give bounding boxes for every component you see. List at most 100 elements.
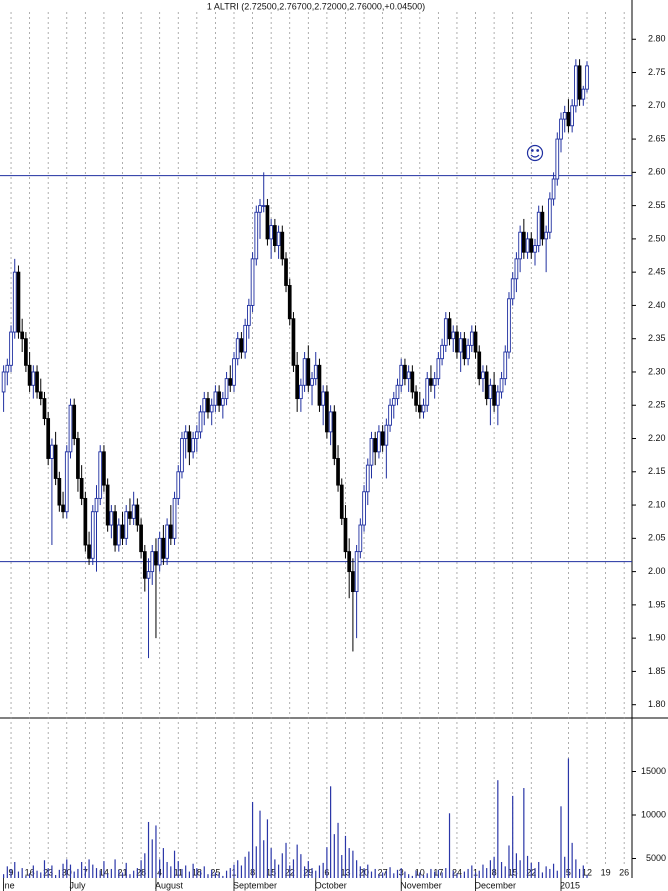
- candle-body: [403, 364, 407, 380]
- x-tick-label: 16: [25, 867, 35, 877]
- candle-body: [27, 364, 32, 386]
- candle-body: [209, 404, 214, 413]
- candle-body: [57, 477, 62, 506]
- volume-bar: [55, 875, 57, 878]
- volume-bar: [29, 873, 31, 878]
- candle-body: [124, 511, 129, 539]
- candle-body: [299, 384, 303, 400]
- volume-bar: [526, 855, 529, 878]
- candle-body: [391, 398, 396, 406]
- volume-bar: [92, 864, 94, 878]
- volume-bar: [51, 865, 53, 878]
- volume-bar: [445, 868, 447, 878]
- volume-bar: [370, 871, 373, 878]
- y-tick-label: 2.35: [648, 333, 666, 343]
- candle-body: [94, 497, 99, 513]
- volume-bar: [422, 875, 425, 878]
- y-tick-label: 1.95: [648, 599, 666, 609]
- volume-bar: [170, 866, 172, 878]
- y-tick-label: 2.45: [648, 267, 666, 277]
- candle-body: [261, 205, 266, 207]
- volume-bar: [489, 860, 491, 878]
- volume-bar: [296, 844, 298, 878]
- volume-bar: [411, 875, 413, 878]
- candle-body: [421, 404, 426, 413]
- candle-body: [9, 331, 13, 366]
- candle-body: [250, 258, 255, 306]
- candle-body: [577, 65, 582, 100]
- candle-body: [150, 551, 155, 573]
- candle-body: [83, 497, 88, 546]
- volume-bar: [467, 868, 469, 878]
- volume-bar: [144, 853, 146, 878]
- volume-bar: [545, 866, 547, 878]
- volume-bar: [530, 862, 532, 878]
- candle-body: [172, 497, 177, 539]
- candle-body: [284, 258, 288, 286]
- candle-body: [358, 524, 363, 553]
- candle-body: [165, 524, 169, 559]
- candle-body: [503, 351, 508, 380]
- candle-body: [198, 411, 203, 433]
- volume-bar: [270, 848, 272, 878]
- candle-body: [102, 451, 106, 486]
- candle-body: [473, 331, 478, 353]
- volume-bar: [103, 861, 105, 878]
- candle-body: [161, 537, 166, 559]
- candle-body: [447, 318, 452, 340]
- volume-bar: [237, 860, 239, 878]
- candle-body: [224, 378, 229, 400]
- volume-bar: [6, 866, 8, 878]
- candle-body: [258, 205, 262, 213]
- month-label: October: [315, 880, 347, 890]
- volume-bar: [497, 780, 499, 878]
- volume-bar: [185, 865, 187, 878]
- month-label: July: [69, 880, 86, 890]
- volume-bar: [251, 801, 254, 878]
- volume-bar: [385, 870, 387, 878]
- volume-bar: [43, 860, 46, 878]
- volume-bar: [393, 873, 395, 878]
- y-tick-label: 2.40: [648, 300, 666, 310]
- month-label: December: [475, 880, 517, 890]
- volume-bar: [155, 825, 157, 878]
- volume-bar: [255, 846, 257, 878]
- candle-body: [128, 511, 132, 519]
- volume-bar: [129, 874, 131, 878]
- candle-body: [436, 358, 441, 380]
- volume-bar: [289, 865, 291, 878]
- y-tick-label: 2.60: [648, 167, 666, 177]
- volume-bar: [538, 861, 540, 878]
- month-label: August: [155, 880, 184, 890]
- volume-bar: [448, 813, 451, 878]
- volume-bar: [478, 870, 480, 878]
- candle-body: [217, 391, 221, 406]
- volume-bar: [36, 870, 38, 878]
- candle-body: [24, 338, 28, 366]
- volume-bar: [192, 863, 194, 878]
- volume-bar: [107, 873, 109, 878]
- volume-bar: [318, 865, 321, 878]
- candle-body: [325, 391, 329, 433]
- volume-bar: [404, 871, 406, 878]
- volume-bar: [207, 874, 209, 878]
- candle-body: [406, 371, 411, 380]
- x-tick-label: 12: [582, 867, 592, 877]
- volume-bar: [389, 867, 391, 878]
- candle-body: [455, 331, 459, 353]
- volume-tick-label: 5000: [646, 853, 666, 863]
- volume-bar: [110, 868, 112, 878]
- volume-bar: [504, 866, 506, 878]
- candle-body: [50, 444, 54, 459]
- volume-bar: [341, 855, 343, 878]
- candle-body: [120, 524, 125, 539]
- candle-body: [548, 198, 552, 233]
- volume-bar: [419, 872, 421, 878]
- y-tick-label: 2.05: [648, 533, 666, 543]
- volume-bar: [441, 872, 443, 878]
- y-tick-label: 2.10: [648, 499, 666, 509]
- candle-body: [384, 424, 389, 446]
- candle-body: [529, 238, 534, 253]
- candle-body: [451, 331, 456, 340]
